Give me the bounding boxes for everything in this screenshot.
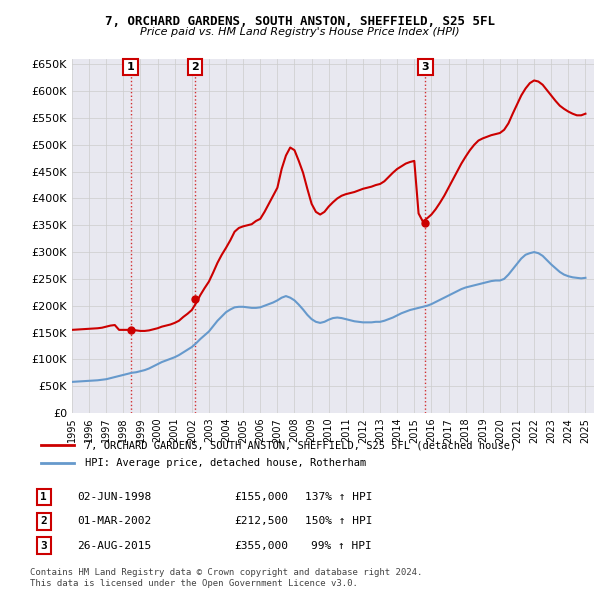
Text: Price paid vs. HM Land Registry's House Price Index (HPI): Price paid vs. HM Land Registry's House … (140, 27, 460, 37)
Text: 01-MAR-2002: 01-MAR-2002 (77, 516, 151, 526)
Text: 137% ↑ HPI: 137% ↑ HPI (305, 492, 372, 502)
Text: £155,000: £155,000 (234, 492, 288, 502)
Text: 3: 3 (422, 62, 429, 72)
Text: HPI: Average price, detached house, Rotherham: HPI: Average price, detached house, Roth… (85, 458, 367, 468)
Text: Contains HM Land Registry data © Crown copyright and database right 2024.: Contains HM Land Registry data © Crown c… (30, 568, 422, 576)
Text: 7, ORCHARD GARDENS, SOUTH ANSTON, SHEFFIELD, S25 5FL (detached house): 7, ORCHARD GARDENS, SOUTH ANSTON, SHEFFI… (85, 440, 517, 450)
Text: 3: 3 (40, 541, 47, 550)
Text: 2: 2 (40, 516, 47, 526)
Text: 26-AUG-2015: 26-AUG-2015 (77, 541, 151, 550)
Text: 7, ORCHARD GARDENS, SOUTH ANSTON, SHEFFIELD, S25 5FL: 7, ORCHARD GARDENS, SOUTH ANSTON, SHEFFI… (105, 15, 495, 28)
Text: £355,000: £355,000 (234, 541, 288, 550)
Text: £212,500: £212,500 (234, 516, 288, 526)
Text: 150% ↑ HPI: 150% ↑ HPI (305, 516, 372, 526)
Text: 2: 2 (191, 62, 199, 72)
Text: 1: 1 (127, 62, 134, 72)
Text: This data is licensed under the Open Government Licence v3.0.: This data is licensed under the Open Gov… (30, 579, 358, 588)
Text: 02-JUN-1998: 02-JUN-1998 (77, 492, 151, 502)
Text: 99% ↑ HPI: 99% ↑ HPI (311, 541, 372, 550)
Text: 1: 1 (40, 492, 47, 502)
